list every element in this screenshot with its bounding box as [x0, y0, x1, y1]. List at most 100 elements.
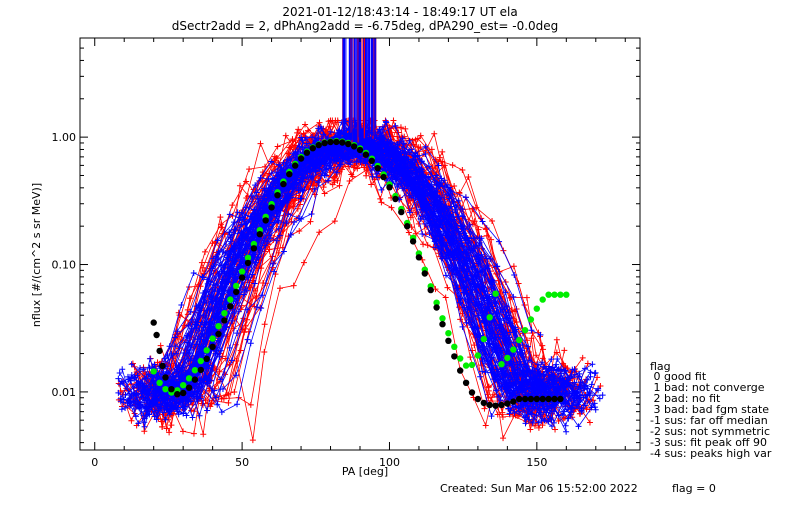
red-trace-marker — [397, 124, 404, 131]
green-fit-point — [527, 316, 535, 323]
red-trace-marker — [470, 205, 477, 212]
red-trace-marker — [584, 360, 591, 367]
red-trace-marker — [483, 232, 490, 239]
red-trace-marker — [527, 426, 534, 433]
red-trace-marker — [467, 354, 474, 361]
red-trace-marker — [277, 285, 284, 292]
black-fit-point — [480, 399, 487, 407]
green-fit-point — [197, 357, 204, 365]
black-fit-point — [350, 143, 358, 150]
blue-trace-marker — [571, 379, 578, 386]
red-trace-marker — [485, 384, 492, 391]
red-trace-marker — [388, 204, 395, 211]
red-trace-marker — [225, 399, 232, 406]
green-fit-point — [445, 330, 452, 337]
red-trace-marker — [420, 241, 427, 248]
footer-flag: flag = 0 — [672, 482, 716, 495]
red-trace-marker — [296, 228, 303, 235]
red-trace-marker — [417, 132, 424, 139]
black-fit-point — [539, 395, 546, 403]
red-trace-marker — [442, 294, 449, 301]
red-trace-marker — [425, 149, 432, 156]
red-trace-marker — [163, 425, 170, 432]
red-trace-marker — [208, 400, 215, 407]
black-fit-point — [315, 141, 322, 149]
red-trace-marker — [469, 347, 476, 354]
blue-trace-marker — [273, 237, 280, 244]
red-trace-marker — [261, 321, 268, 328]
green-fit-point — [221, 310, 228, 317]
red-trace-marker — [579, 354, 586, 361]
black-fit-point — [445, 337, 452, 344]
red-trace-marker — [506, 294, 513, 301]
black-fit-point — [510, 398, 517, 405]
chart-title-line2: dSectr2add = 2, dPhAng2add = -6.75deg, d… — [172, 19, 559, 33]
green-fit-point — [510, 346, 517, 353]
black-fit-point — [492, 402, 499, 409]
black-fit-point — [386, 184, 393, 191]
red-trace-marker — [553, 336, 560, 343]
red-trace-marker — [510, 413, 517, 420]
black-fit-point — [380, 173, 387, 181]
green-fit-point — [474, 352, 482, 359]
green-fit-point — [215, 323, 222, 330]
black-fit-point — [185, 384, 193, 391]
red-trace-marker — [266, 246, 273, 253]
black-fit-point — [150, 319, 157, 326]
black-fit-point — [339, 139, 346, 146]
green-fit-point — [238, 268, 246, 275]
red-trace-marker — [561, 347, 568, 354]
red-trace-marker — [218, 395, 225, 402]
black-fit-point — [504, 400, 511, 407]
red-trace-marker — [218, 224, 225, 231]
black-fit-point — [250, 245, 258, 252]
black-fit-point — [180, 389, 187, 397]
blue-trace-marker — [252, 182, 259, 189]
green-fit-point — [233, 282, 240, 290]
red-trace-marker — [407, 214, 414, 221]
red-trace-marker — [484, 391, 491, 398]
black-fit-point — [415, 254, 423, 261]
red-trace-marker — [412, 136, 419, 143]
x-tick-label: 50 — [235, 456, 249, 469]
blue-trace-marker — [522, 420, 529, 427]
red-trace-marker — [243, 316, 250, 323]
black-fit-point — [327, 138, 334, 146]
black-fit-point — [233, 288, 240, 296]
red-trace-marker — [482, 422, 489, 429]
red-trace-marker — [532, 352, 539, 359]
red-trace-marker — [511, 308, 518, 315]
x-tick-label: 0 — [91, 456, 98, 469]
green-fit-point — [468, 361, 476, 369]
red-trace-marker — [209, 240, 216, 247]
black-fit-point — [374, 165, 381, 172]
blue-trace-marker — [172, 343, 179, 350]
black-fit-point — [409, 238, 417, 245]
red-trace-marker — [368, 181, 375, 188]
red-trace-marker — [329, 181, 336, 188]
black-fit-point — [498, 401, 505, 409]
red-trace-marker — [431, 130, 438, 137]
red-trace-marker — [502, 279, 509, 286]
green-fit-point — [492, 290, 499, 297]
green-fit-point — [533, 305, 540, 312]
green-fit-point — [156, 379, 163, 386]
black-fit-point — [486, 401, 493, 409]
red-trace-marker — [316, 229, 323, 236]
red-trace-marker — [245, 328, 252, 335]
green-fit-point — [557, 291, 564, 298]
red-trace-marker — [249, 437, 256, 444]
red-trace-marker — [320, 184, 327, 191]
green-fit-point — [185, 375, 193, 382]
red-trace-marker — [586, 419, 593, 426]
red-trace-marker — [436, 154, 443, 161]
red-trace-marker — [350, 164, 357, 171]
red-trace-marker — [377, 195, 384, 202]
red-trace-marker — [535, 424, 542, 431]
red-trace-marker — [230, 325, 237, 332]
green-fit-point — [498, 361, 505, 368]
black-fit-point — [274, 192, 281, 199]
black-fit-point — [457, 367, 464, 374]
red-trace-marker — [246, 166, 253, 173]
y-tick-label: 1.00 — [52, 131, 77, 144]
